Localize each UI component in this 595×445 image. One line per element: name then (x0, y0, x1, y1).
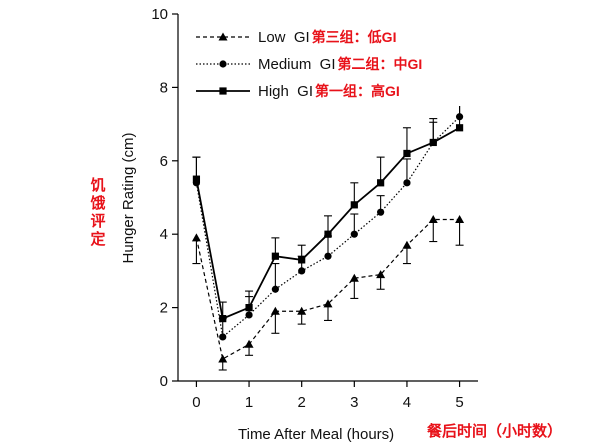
point-low (297, 306, 307, 315)
point-high (192, 175, 201, 183)
x-tick-label: 2 (298, 394, 306, 411)
y-axis-title-cn: 饥饿评定 (89, 176, 105, 248)
point-high (455, 124, 464, 132)
legend-label-cn-high: 第一组：高GI (315, 83, 400, 99)
point-high (403, 149, 411, 158)
point-high (429, 138, 437, 147)
point-medium (403, 179, 411, 187)
point-low (402, 240, 412, 249)
point-low (218, 354, 228, 363)
x-tick-label: 5 (455, 394, 463, 411)
point-high (271, 252, 279, 260)
point-low (323, 299, 333, 308)
point-low (191, 233, 201, 242)
axes (177, 14, 478, 382)
legend-label-low: Low GI (258, 29, 310, 46)
y-tick-label: 0 (160, 373, 168, 390)
point-medium (324, 252, 332, 260)
point-high (219, 315, 227, 323)
series-low (191, 215, 465, 371)
y-tick-label: 4 (160, 226, 168, 243)
point-medium (271, 285, 279, 293)
point-low (428, 215, 438, 224)
point-medium (298, 267, 306, 275)
legend-label-cn-medium: 第二组：中GI (338, 56, 423, 72)
point-low (376, 270, 386, 279)
point-low (349, 273, 359, 282)
point-low (455, 215, 465, 224)
y-tick-label: 6 (160, 153, 168, 170)
legend-label-medium: Medium GI (258, 56, 336, 73)
legend-marker-medium (219, 60, 227, 68)
point-high (298, 256, 306, 264)
point-low (270, 306, 280, 315)
x-axis-title: Time After Meal (hours) (238, 426, 394, 443)
point-high (350, 201, 358, 209)
y-tick-label: 2 (160, 300, 168, 317)
series-line-medium (195, 116, 460, 339)
legend: Low GI 第三组：低GI Medium GI 第二组：中GI High GI 第一组：… (188, 20, 476, 106)
point-low (244, 339, 254, 348)
series-high (192, 101, 464, 323)
point-medium (219, 333, 227, 341)
point-medium (245, 311, 253, 319)
point-medium (350, 230, 358, 238)
y-axis-title: Hunger Rating (cm) (120, 133, 137, 264)
x-axis-title-cn: 餐后时间（小时数） (427, 422, 562, 440)
legend-label-high: High GI (258, 83, 313, 100)
y-tick-label: 8 (160, 79, 168, 96)
x-tick-label: 4 (403, 394, 411, 411)
point-high (245, 304, 253, 312)
axis-ticks: 0 2 4 6 8 10 0 1 2 3 4 5 (151, 6, 463, 411)
point-medium (377, 208, 385, 216)
x-tick-label: 0 (192, 394, 200, 411)
x-tick-label: 3 (350, 394, 358, 411)
point-high (324, 230, 332, 238)
point-high (377, 179, 385, 187)
legend-label-cn-low: 第三组：低GI (312, 29, 397, 45)
legend-marker-high (219, 87, 227, 95)
series-line-low (195, 218, 460, 360)
series-layer (191, 101, 465, 371)
x-tick-label: 1 (245, 394, 253, 411)
legend-marker-low (218, 32, 228, 41)
y-tick-label: 10 (151, 6, 168, 23)
